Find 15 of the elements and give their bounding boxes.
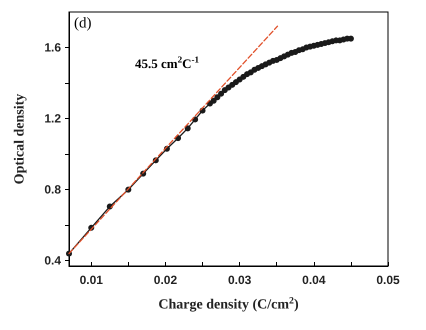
- x-tick-label: 0.04: [302, 273, 326, 287]
- point: [214, 94, 220, 100]
- x-tick-label: 0.01: [80, 273, 104, 287]
- x-tick-label: 0.02: [154, 273, 178, 287]
- point: [184, 125, 191, 132]
- annotation: (d): [74, 16, 92, 32]
- x-tick-label: 0.05: [376, 273, 400, 287]
- y-tick-label: 0.8: [44, 182, 62, 197]
- y-tick-label: 1.2: [44, 112, 62, 126]
- y-tick-label: 1.6: [44, 40, 62, 55]
- point: [210, 98, 217, 104]
- y-axis-title: Optical density: [12, 94, 28, 184]
- y-tick-label: 0.4: [44, 254, 62, 268]
- x-tick-label: 0.03: [228, 273, 252, 287]
- point: [218, 90, 224, 97]
